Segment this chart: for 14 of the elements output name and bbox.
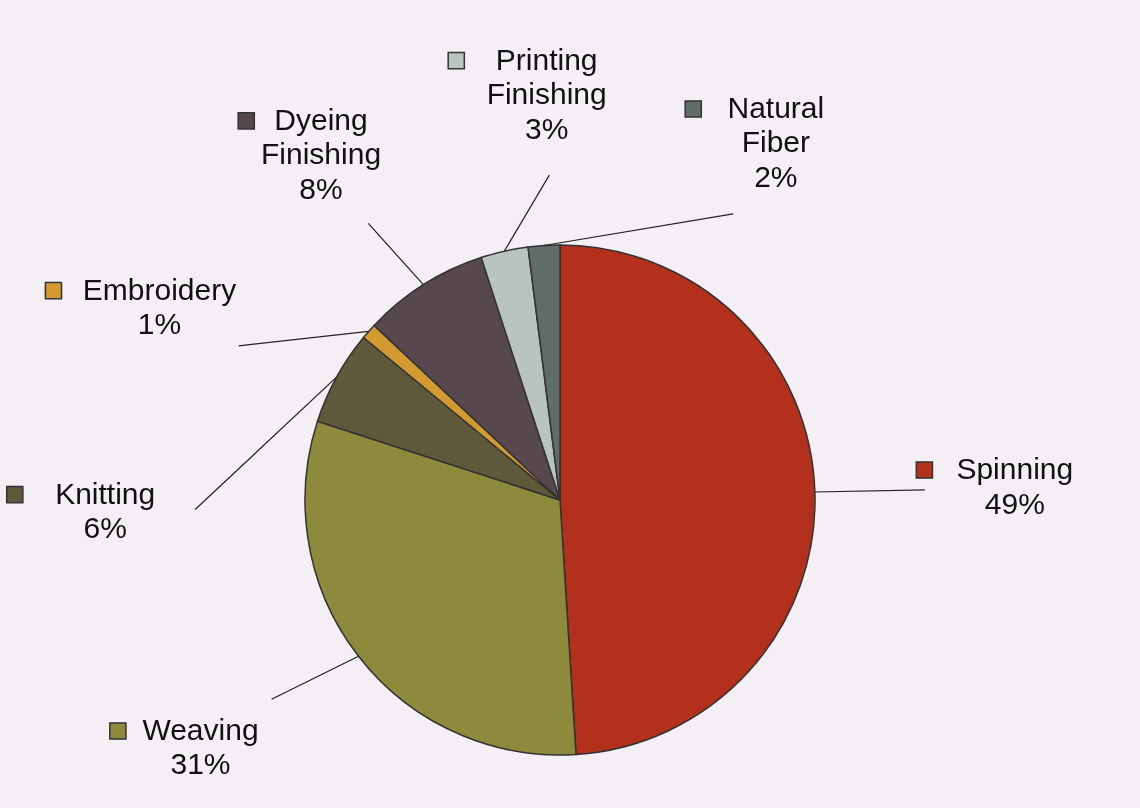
legend-label: Knitting <box>55 476 156 510</box>
data-label: 8% <box>299 171 343 205</box>
legend-label: Natural Fiber <box>727 90 825 159</box>
data-label: 49% <box>984 486 1045 520</box>
data-label: 1% <box>137 307 182 341</box>
data-label: 31% <box>170 747 231 781</box>
legend-label: Printing Finishing <box>486 42 607 111</box>
data-label: 6% <box>83 511 127 545</box>
legend-label: Spinning <box>956 452 1074 486</box>
data-label: 2% <box>754 159 798 193</box>
legend-label: Embroidery <box>82 272 237 306</box>
data-label: 3% <box>524 111 569 145</box>
legend-label: Weaving <box>142 712 259 746</box>
legend-label: Dyeing Finishing <box>261 102 382 171</box>
